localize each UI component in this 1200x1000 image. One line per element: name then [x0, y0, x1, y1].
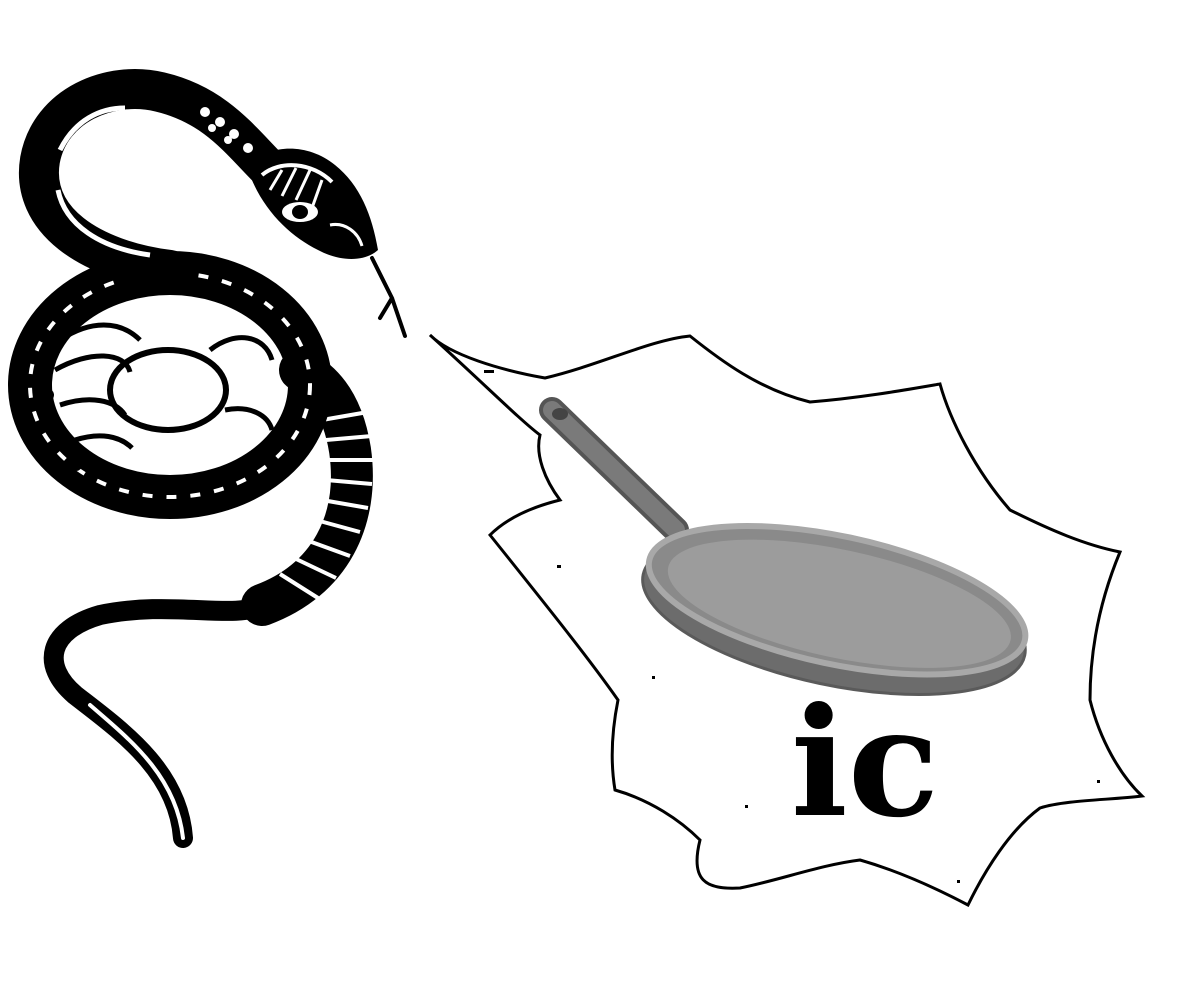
caption-text: ic: [791, 675, 939, 851]
snake-icon: [8, 69, 407, 848]
frying-pan-icon: [539, 397, 1029, 696]
